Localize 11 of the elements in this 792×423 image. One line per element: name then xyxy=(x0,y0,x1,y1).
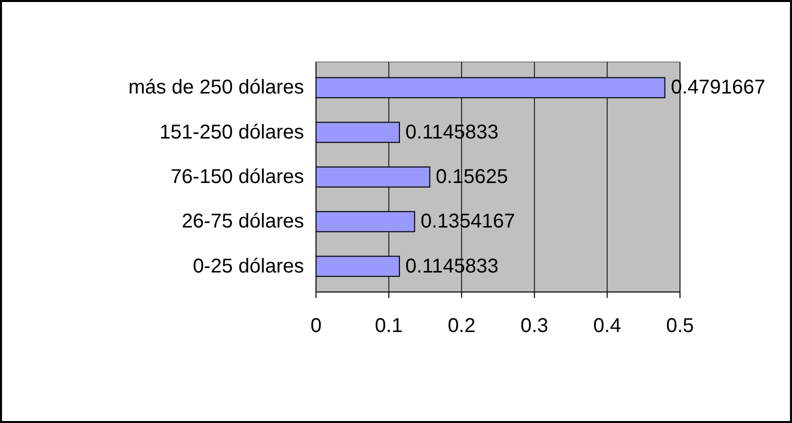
x-tick-label: 0 xyxy=(310,315,322,337)
x-tick-label: 0.1 xyxy=(374,315,403,337)
y-tick-label: 76-150 dólares xyxy=(170,166,304,188)
y-tick-label: 0-25 dólares xyxy=(192,255,304,278)
y-tick-label: más de 250 dólares xyxy=(128,76,304,99)
x-tick-label: 0.4 xyxy=(593,315,622,337)
x-tick-label: 0.3 xyxy=(520,315,548,337)
y-tick-label: 151-250 dólares xyxy=(159,121,304,144)
x-tick-label: 0.5 xyxy=(666,315,694,337)
y-tick-label: 26-75 dólares xyxy=(182,210,304,233)
x-tick-label: 0.2 xyxy=(448,315,476,337)
